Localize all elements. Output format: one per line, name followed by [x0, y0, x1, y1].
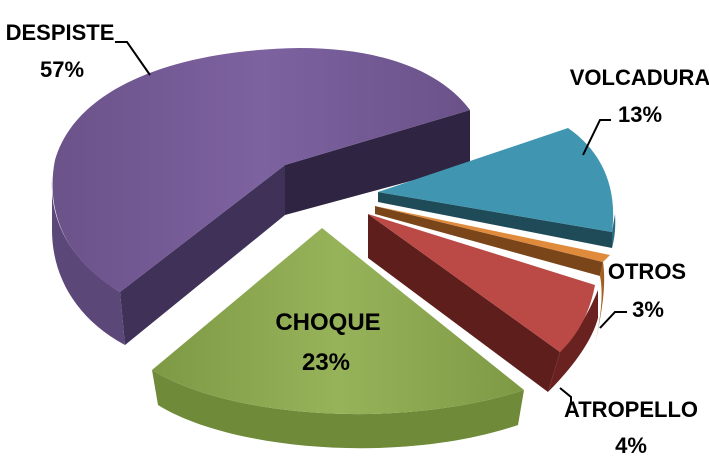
leader-line-despiste [115, 41, 151, 76]
label-despiste-category: DESPISTE [6, 20, 115, 45]
label-atropello-category: ATROPELLO [564, 397, 698, 422]
leader-line-otros [599, 311, 627, 329]
label-volcadura-category: VOLCADURA [570, 65, 709, 90]
slice-volcadura [378, 128, 616, 248]
leader-line-atropello [559, 387, 572, 405]
label-despiste-percent: 57% [40, 57, 84, 82]
leader-line-volcadura [582, 119, 611, 156]
slice-otros [375, 206, 610, 345]
label-volcadura-percent: 13% [618, 102, 662, 127]
slice-atropello [368, 214, 598, 392]
label-otros-category: OTROS [608, 259, 686, 284]
label-atropello-percent: 4% [615, 433, 647, 458]
slice-choque [152, 228, 524, 449]
label-choque-percent: 23% [302, 349, 350, 376]
slice-despiste [51, 48, 470, 345]
label-choque-category: CHOQUE [275, 309, 380, 336]
label-otros-percent: 3% [632, 297, 664, 322]
